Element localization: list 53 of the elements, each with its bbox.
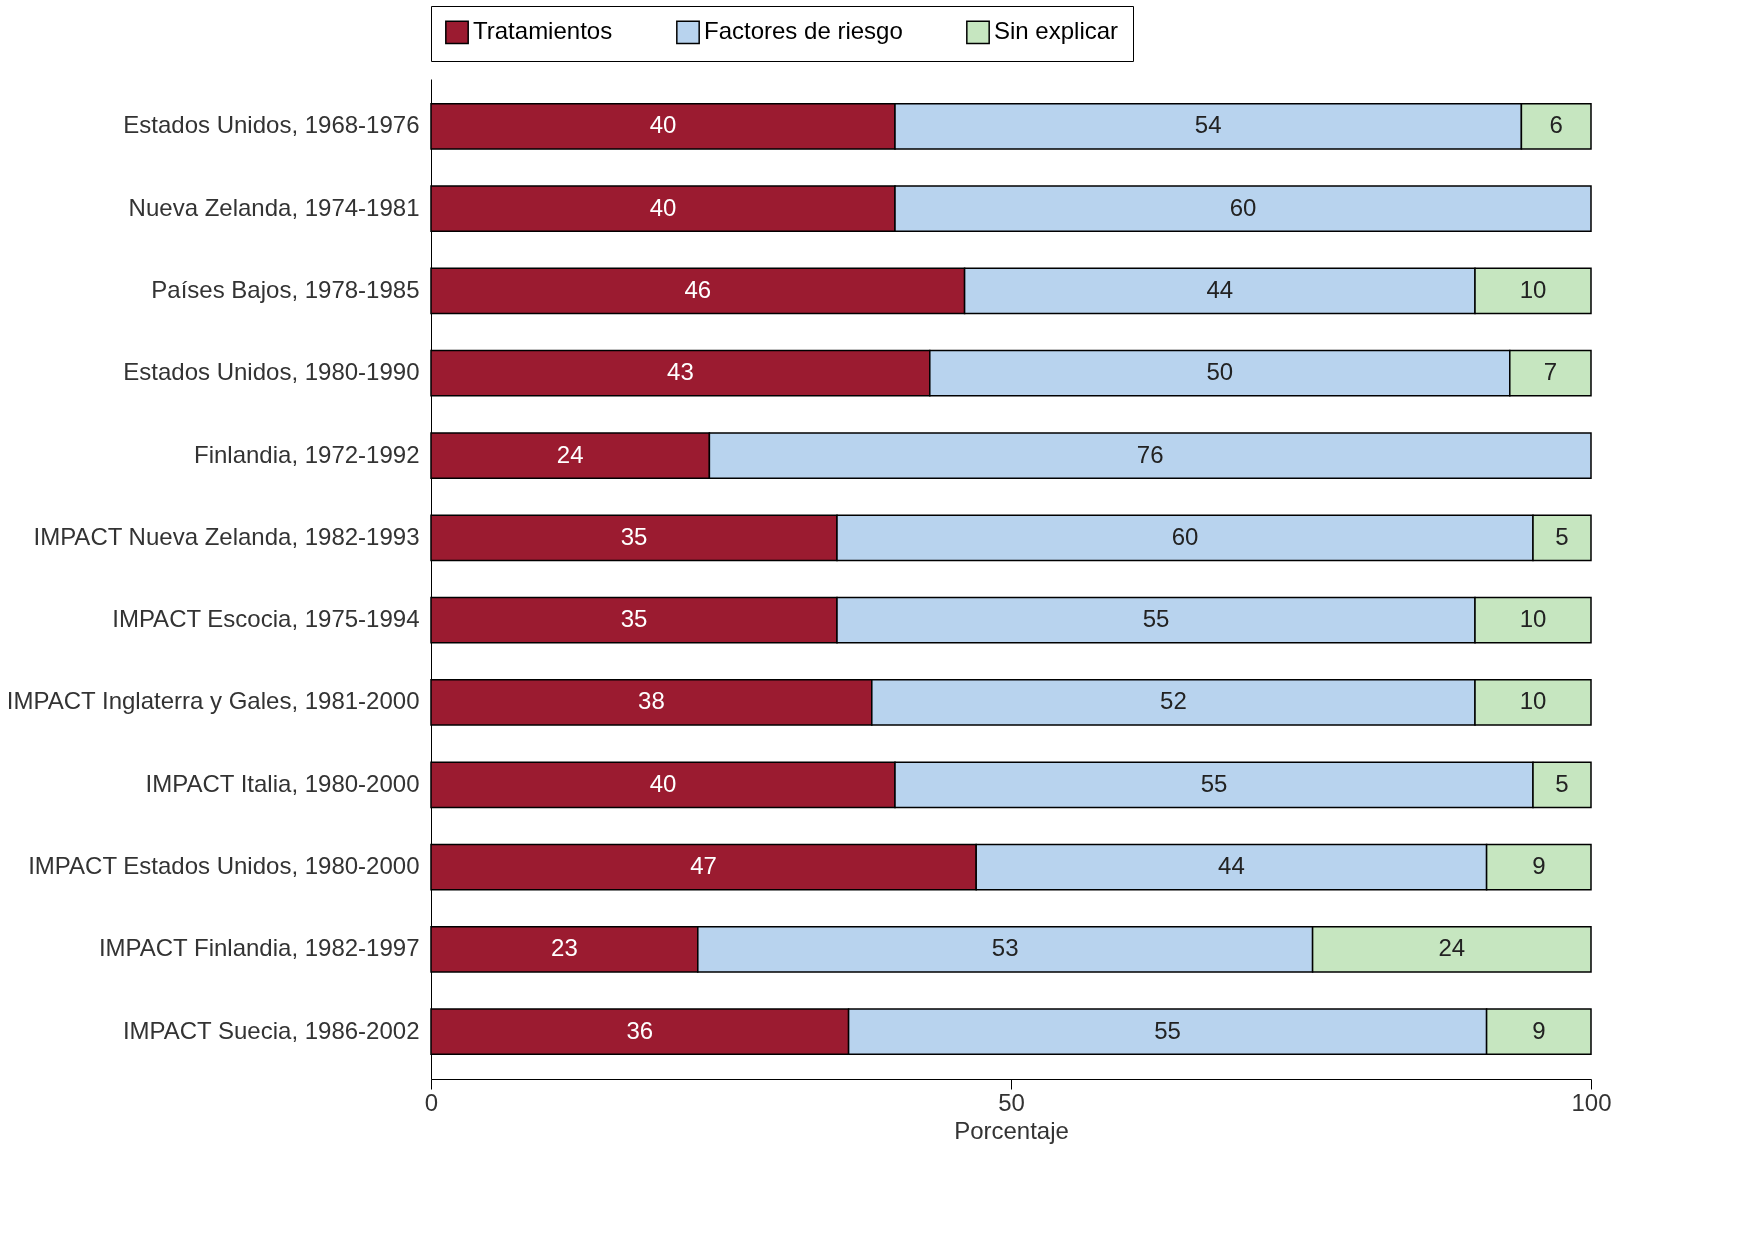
data-label: 47	[690, 852, 717, 880]
data-label: 24	[556, 440, 584, 468]
data-label: 40	[649, 193, 677, 221]
data-label: 23	[551, 934, 578, 962]
data-label: 9	[1532, 1016, 1546, 1044]
y-tick-label: Nueva Zelanda, 1974-1981	[128, 193, 420, 221]
x-axis-title: Porcentaje	[954, 1116, 1069, 1144]
data-label: 9	[1532, 852, 1546, 880]
y-tick-label: IMPACT Inglaterra y Gales, 1981-2000	[6, 687, 420, 715]
y-tick-label: Países Bajos, 1978-1985	[151, 275, 420, 303]
x-tick-label: 0	[424, 1088, 439, 1116]
data-label: 55	[1154, 1016, 1181, 1044]
y-tick-label: IMPACT Italia, 1980-2000	[145, 769, 420, 797]
legend-label: Factores de riesgo	[704, 17, 903, 45]
data-label: 35	[620, 605, 648, 633]
y-tick-label: Finlandia, 1972-1992	[193, 440, 420, 468]
data-label: 52	[1160, 687, 1187, 715]
y-tick-label: Estados Unidos, 1968-1976	[123, 111, 420, 139]
data-label: 10	[1519, 687, 1547, 715]
data-label: 60	[1171, 522, 1199, 550]
data-label: 40	[649, 769, 677, 797]
legend-label: Sin explicar	[994, 17, 1119, 45]
y-tick-label: IMPACT Finlandia, 1982-1997	[98, 934, 420, 962]
y-tick-label: IMPACT Estados Unidos, 1980-2000	[28, 852, 420, 880]
data-label: 40	[649, 111, 677, 139]
data-label: 55	[1200, 769, 1228, 797]
data-label: 50	[1206, 358, 1234, 386]
data-label: 76	[1136, 440, 1164, 468]
y-tick-label: Estados Unidos, 1980-1990	[123, 358, 420, 386]
data-label: 10	[1519, 605, 1547, 633]
data-label: 60	[1229, 193, 1257, 221]
data-label: 36	[626, 1016, 654, 1044]
y-tick-label: IMPACT Nueva Zelanda, 1982-1993	[33, 522, 420, 550]
data-label: 44	[1206, 275, 1234, 303]
legend-label: Tratamientos	[473, 17, 613, 45]
data-label: 53	[991, 934, 1019, 962]
data-label: 6	[1549, 111, 1563, 139]
data-label: 5	[1555, 522, 1569, 550]
data-label: 24	[1438, 934, 1466, 962]
data-label: 46	[684, 275, 712, 303]
data-label: 10	[1519, 275, 1547, 303]
data-label: 44	[1218, 852, 1245, 880]
data-label: 54	[1194, 111, 1222, 139]
data-label: 55	[1142, 605, 1170, 633]
data-label: 7	[1543, 358, 1558, 386]
x-tick-label: 50	[998, 1088, 1025, 1116]
x-tick-label: 100	[1571, 1088, 1612, 1116]
data-label: 38	[638, 687, 665, 715]
y-tick-label: IMPACT Escocia, 1975-1994	[112, 605, 420, 633]
data-label: 35	[620, 522, 648, 550]
data-label: 5	[1555, 769, 1569, 797]
y-tick-label: IMPACT Suecia, 1986-2002	[122, 1016, 420, 1044]
data-label: 43	[667, 358, 694, 386]
